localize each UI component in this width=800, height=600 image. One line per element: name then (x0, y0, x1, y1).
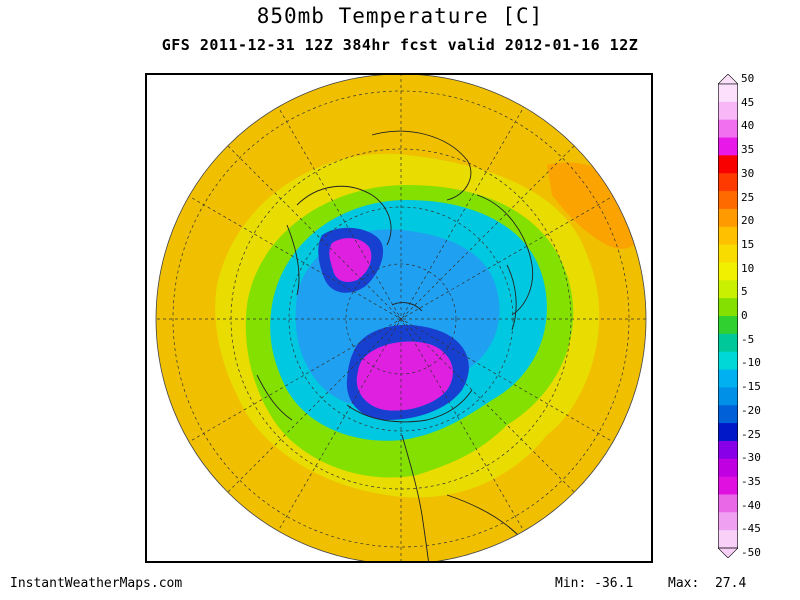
colorbar-tick-label: 25 (741, 190, 755, 204)
colorbar-swatch (718, 369, 738, 388)
max-label: Max: (668, 576, 700, 591)
colorbar-tick-label: 0 (741, 309, 748, 322)
colorbar-swatch (718, 119, 738, 138)
colorbar-tick-label: -15 (741, 380, 761, 394)
colorbar-swatch (718, 476, 738, 495)
colorbar-tick-label: 20 (741, 214, 755, 228)
colorbar-tick-label: -50 (741, 546, 761, 559)
colorbar-swatch (718, 244, 738, 263)
colorbar-outline (718, 83, 738, 549)
colorbar-swatch (718, 155, 738, 174)
colorbar-swatch (718, 101, 738, 121)
max-value-readout: Max: 27.4 (668, 576, 746, 591)
min-value: -36.1 (594, 576, 634, 591)
colorbar-swatch (718, 512, 738, 531)
colorbar-swatch (718, 226, 738, 246)
max-value: 27.4 (714, 576, 747, 591)
colorbar-tick-label: 40 (741, 119, 755, 133)
colorbar-swatch (718, 423, 738, 442)
forecast-subtitle: GFS 2011-12-31 12Z 384hr fcst valid 2012… (161, 36, 639, 54)
min-value-readout: Min: -36.1 (555, 576, 633, 591)
colorbar-swatch (718, 137, 738, 156)
colorbar-tick-label: -30 (741, 451, 761, 465)
colorbar-tick-label: 35 (741, 143, 755, 157)
colorbar-tick-label: -20 (741, 403, 761, 417)
colorbar-swatch (718, 173, 738, 192)
colorbar-swatch (718, 494, 738, 513)
colorbar-swatch (718, 208, 738, 228)
colorbar-swatch (718, 191, 738, 210)
meridians (156, 75, 646, 561)
colorbar-tick-label: -5 (741, 332, 755, 346)
colorbar-swatch (718, 405, 738, 424)
extreme-cold-yukon (329, 238, 372, 282)
colorbar-tick-label: -35 (741, 474, 761, 488)
site-credit: InstantWeatherMaps.com (10, 576, 183, 591)
colorbar-swatch (718, 440, 738, 460)
colorbar-swatch (718, 84, 738, 103)
colorbar-swatch (718, 458, 738, 478)
colorbar-tick-label: 50 (741, 72, 755, 85)
min-label: Min: (555, 576, 587, 591)
map-boundary (155, 75, 647, 561)
temperature-map (155, 75, 647, 561)
colorbar-swatch (718, 333, 738, 353)
colorbar-swatch (718, 280, 738, 299)
colorbar-tick-label: -25 (741, 427, 761, 441)
colorbar-tick-label: 5 (741, 285, 748, 299)
colorbar-swatch (718, 298, 738, 317)
colorbar-labels: 50 45 40 35 30 25 20 15 10 5 0 -5 -10 -15 -20 -25 -30 -35… (741, 72, 791, 559)
map-title: 850mb Temperature [C] (256, 4, 544, 28)
colorbar-swatch (718, 316, 738, 335)
colorbar-tick-label: 45 (741, 95, 755, 109)
colorbar-tick-label: 10 (741, 261, 755, 275)
map-frame (145, 73, 653, 563)
colorbar-tick-label: -45 (741, 522, 761, 536)
colorbar-swatch (718, 387, 738, 406)
colorbar-tick-label: -40 (741, 498, 761, 512)
colorbar-swatch (718, 262, 738, 281)
temperature-colorbar (718, 74, 738, 558)
extreme-cold-siberia (356, 341, 453, 411)
colorbar-tick-label: 15 (741, 237, 755, 251)
colorbar-tick-label: 30 (741, 166, 755, 180)
colorbar-swatch (718, 530, 738, 549)
colorbar-bottom-cap (718, 547, 738, 558)
colorbar-top-cap (718, 74, 738, 85)
colorbar-swatch (718, 351, 738, 370)
colorbar-tick-label: -10 (741, 356, 761, 370)
